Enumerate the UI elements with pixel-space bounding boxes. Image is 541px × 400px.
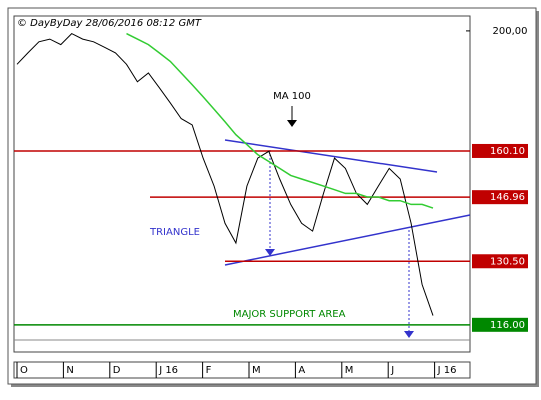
x-tick-label: J 16 <box>437 365 457 376</box>
level-box <box>472 254 528 269</box>
arrow-head <box>265 249 275 256</box>
triangle-lower <box>224 214 471 266</box>
level-label: 146.96 <box>490 192 525 203</box>
annotation: MAJOR SUPPORT AREA <box>233 309 346 320</box>
x-tick-label: F <box>206 365 212 376</box>
price-line <box>16 32 434 316</box>
level-label: 160.10 <box>490 146 525 157</box>
level-box <box>472 190 528 205</box>
annotation: TRIANGLE <box>149 227 200 238</box>
level-box <box>472 317 528 332</box>
x-tick-label: A <box>298 365 305 376</box>
plot-area <box>13 15 471 353</box>
x-tick-label: N <box>66 365 73 376</box>
x-axis-strip <box>13 361 471 379</box>
arrow-head <box>404 331 414 338</box>
x-tick-label: M <box>252 365 261 376</box>
level-label: 116.00 <box>490 320 525 331</box>
triangle-upper <box>224 139 438 173</box>
annotation: MA 100 <box>273 91 311 102</box>
chart-title: © DayByDay 28/06/2016 08:12 GMT <box>17 18 202 29</box>
x-tick-label: M <box>345 365 354 376</box>
x-tick-label: D <box>113 365 121 376</box>
y-tick-label: 200,00 <box>493 26 528 37</box>
level-box <box>472 143 528 158</box>
x-tick-label: J <box>390 365 394 376</box>
level-label: 130.50 <box>490 256 525 267</box>
arrow-head <box>287 120 297 127</box>
ma-line <box>126 32 434 209</box>
x-tick-label: J 16 <box>158 365 178 376</box>
x-tick-label: O <box>20 365 28 376</box>
